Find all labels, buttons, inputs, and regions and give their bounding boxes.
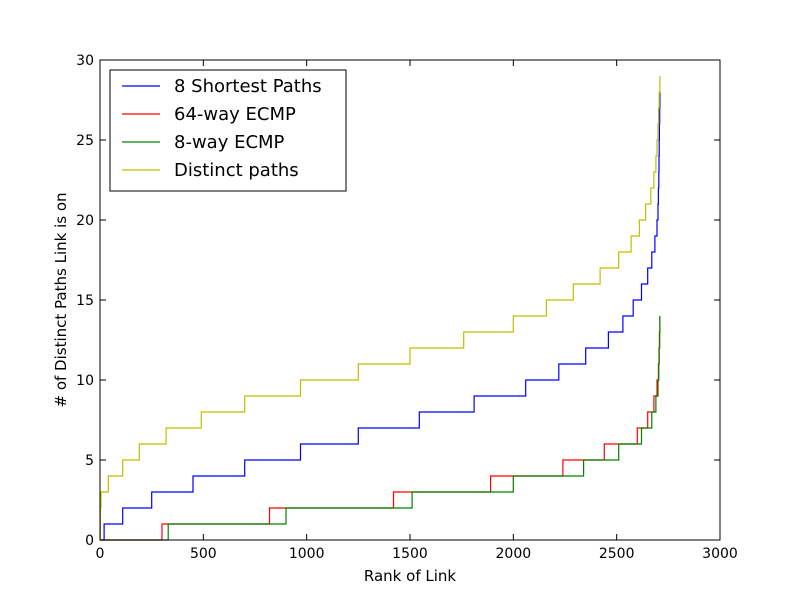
x-tick-label: 2500 (599, 546, 635, 562)
legend-label-2: 64-way ECMP (174, 104, 296, 125)
x-tick-label: 3000 (702, 546, 738, 562)
y-tick-label: 25 (76, 133, 94, 149)
legend-frame (109, 69, 347, 192)
legend-label-4: Distinct paths (174, 160, 299, 181)
x-tick-label: 1000 (289, 546, 325, 562)
x-tick-label: 0 (96, 546, 105, 562)
legend-label-3: 8-way ECMP (174, 132, 285, 153)
legend: 8 Shortest Paths 64-way ECMP 8-way ECMP Dis… (109, 69, 347, 192)
y-axis-label: # of Distinct Paths Link is on (52, 192, 70, 407)
series-line-1 (100, 92, 661, 541)
x-axis-ticks: 0 500 1000 1500 2000 2500 3000 (96, 60, 738, 562)
y-tick-label: 0 (85, 533, 94, 549)
y-tick-label: 15 (76, 293, 94, 309)
x-tick-label: 2000 (496, 546, 532, 562)
x-tick-label: 1500 (392, 546, 428, 562)
y-axis-ticks: 0 5 10 15 20 25 30 (76, 53, 720, 549)
series-layer (99, 76, 661, 541)
y-tick-label: 5 (85, 453, 94, 469)
x-axis-label: Rank of Link (364, 567, 457, 585)
series-line-4 (99, 76, 661, 541)
series-line-3 (100, 316, 661, 541)
y-tick-label: 10 (76, 373, 94, 389)
x-tick-label: 500 (190, 546, 217, 562)
legend-label-1: 8 Shortest Paths (174, 76, 322, 97)
y-tick-label: 30 (76, 53, 94, 69)
y-tick-label: 20 (76, 213, 94, 229)
